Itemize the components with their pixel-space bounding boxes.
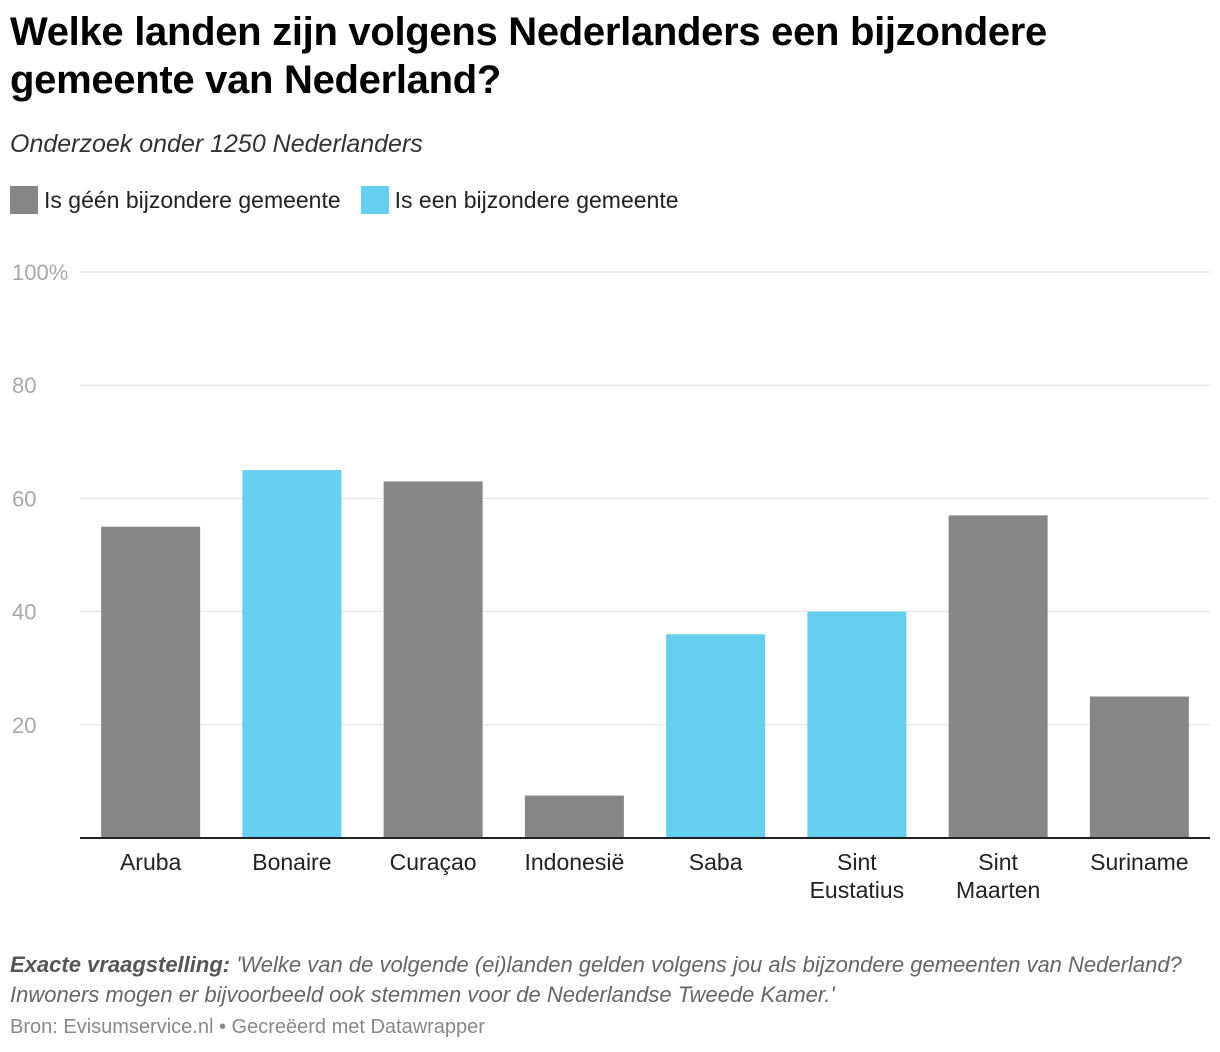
x-tick-label: Curaçao <box>390 849 477 875</box>
bar <box>383 481 483 838</box>
x-tick-label: Indonesië <box>525 849 625 875</box>
y-tick-label: 100% <box>12 260 68 285</box>
x-tick-label: Bonaire <box>252 849 331 875</box>
chart-subtitle: Onderzoek onder 1250 Nederlanders <box>10 130 423 158</box>
bar-chart: 20 40 60 80 100% Aruba Bonaire Curaçao Indonesië… <box>12 260 1210 903</box>
x-tick-label: Aruba <box>120 849 182 875</box>
question-note-label: Exacte vraagstelling: <box>10 952 231 977</box>
legend: Is géén bijzondere gemeente Is een bijzo… <box>10 186 699 214</box>
y-tick-label: 60 <box>12 486 36 511</box>
legend-item-wel: Is een bijzondere gemeente <box>360 186 679 214</box>
bar <box>948 515 1048 838</box>
bar <box>524 795 624 838</box>
y-tick-label: 20 <box>12 713 36 738</box>
x-tick-label: Sint Maarten <box>956 849 1040 903</box>
legend-swatch-wel <box>360 186 389 214</box>
bar <box>807 611 907 838</box>
y-tick-label: 80 <box>12 373 36 398</box>
x-tick-label: Sint Eustatius <box>810 849 905 903</box>
x-tick-label: Suriname <box>1090 849 1188 875</box>
bar <box>1089 696 1189 838</box>
y-tick-label: 40 <box>12 600 36 625</box>
bar <box>242 470 342 838</box>
source-line: Bron: Evisumservice.nl • Gecreëerd met D… <box>10 1016 485 1038</box>
chart-title: Welke landen zijn volgens Nederlanders e… <box>10 10 1047 102</box>
question-note: Exacte vraagstelling: 'Welke van de volg… <box>10 950 1190 1010</box>
legend-item-geen: Is géén bijzondere gemeente <box>10 186 341 214</box>
bar <box>101 526 201 838</box>
question-note-text: 'Welke van de volgende (ei)landen gelden… <box>10 952 1182 1007</box>
legend-label-wel: Is een bijzondere gemeente <box>394 186 679 213</box>
legend-swatch-geen <box>10 186 38 214</box>
bar <box>666 634 766 838</box>
x-tick-label: Saba <box>689 849 743 875</box>
legend-label-geen: Is géén bijzondere gemeente <box>44 186 341 213</box>
